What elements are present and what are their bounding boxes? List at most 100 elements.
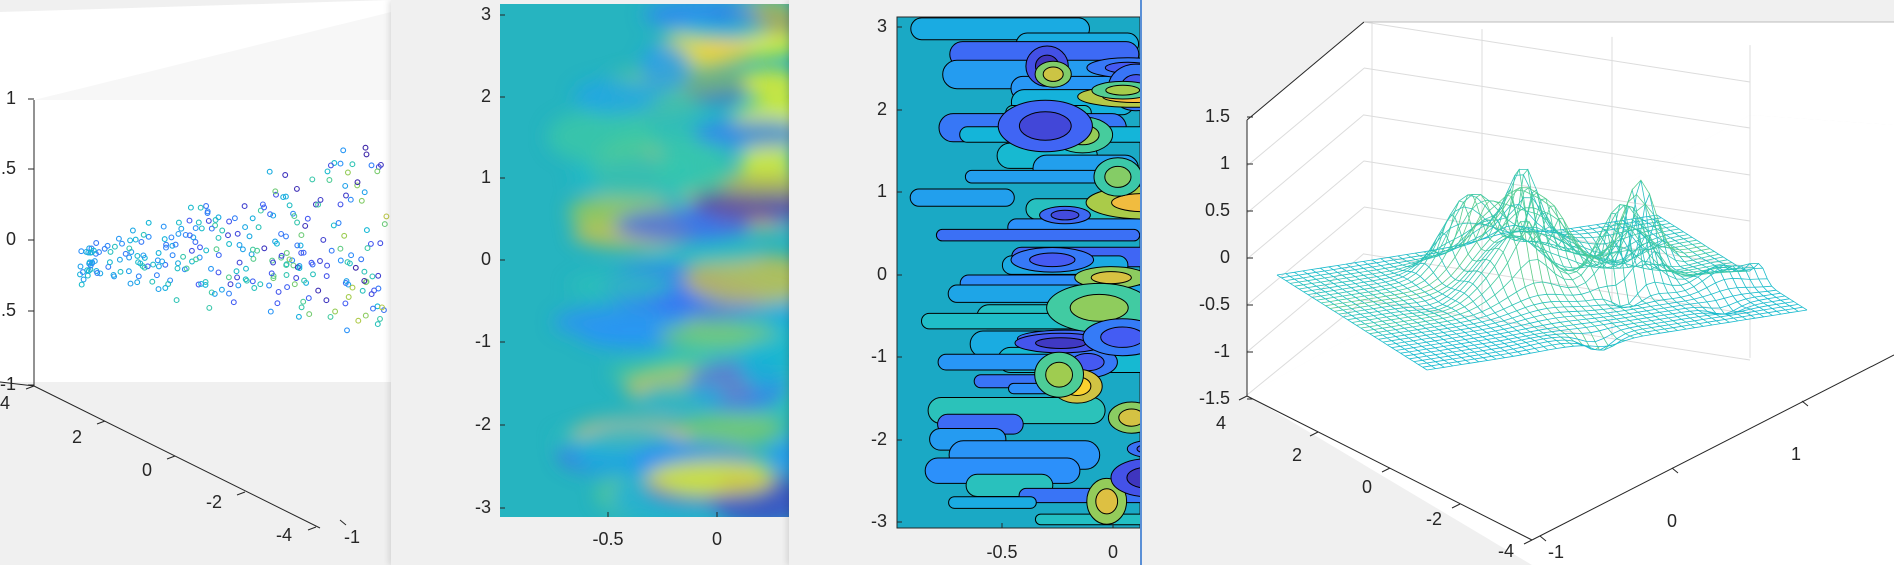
scatter3-point: [345, 294, 352, 300]
mesh-z-tick-label: -1.5: [1199, 388, 1230, 408]
scatter3-y-tick: [25, 385, 35, 390]
contour-y-tick-label: 1: [877, 181, 887, 201]
scatter3-point: [362, 312, 369, 319]
scatter3-point: [381, 221, 388, 228]
scatter3-point: [165, 281, 172, 287]
scatter3-point: [161, 236, 168, 243]
scatter3-point: [145, 219, 152, 226]
scatter3-point: [125, 268, 132, 275]
scatter3-point: [270, 259, 277, 266]
scatter3-point: [300, 249, 307, 256]
scatter3-point: [267, 211, 274, 218]
image-patch: [743, 68, 789, 101]
scatter3-point: [320, 236, 327, 243]
scatter3-point: [346, 260, 353, 267]
scatter3-point: [327, 313, 334, 320]
scatter3-point: [111, 273, 118, 280]
mesh-wireframe: [1276, 168, 1808, 371]
scatter3-y-tick: [307, 526, 317, 531]
image-y-tick-label: 0: [481, 249, 491, 269]
scatter3-point: [294, 219, 301, 226]
scatter3-point: [289, 257, 296, 264]
scatter3-point: [89, 259, 96, 266]
image-patch: [547, 109, 656, 164]
mesh-line: [1299, 197, 1680, 290]
contour-region: [1045, 361, 1074, 388]
scatter3-point: [294, 242, 301, 249]
mesh-x-axis: [1531, 354, 1894, 541]
contour-region: [1111, 193, 1140, 213]
mesh-gridline: [1246, 114, 1365, 214]
scatter3-point: [250, 255, 257, 262]
scatter3-point: [249, 215, 256, 222]
scatter3-point: [169, 252, 176, 259]
scatter3-point: [300, 298, 307, 305]
scatter3-point: [155, 263, 162, 270]
scatter3-point: [342, 182, 349, 189]
mesh-gridline: [1246, 299, 1365, 396]
image-patch: [568, 273, 676, 298]
scatter3-point: [282, 193, 289, 200]
image-x-tick-label: -0.5: [592, 529, 623, 549]
scatter3-point: [315, 201, 322, 208]
scatter3-point: [195, 219, 202, 226]
scatter3-point: [134, 252, 141, 259]
scatter3-point: [312, 201, 319, 208]
scatter3-point: [298, 232, 305, 239]
mesh-gridline: [1363, 114, 1751, 176]
mesh-line: [1325, 189, 1706, 307]
scatter3-point: [159, 258, 166, 265]
image-patch: [693, 118, 789, 149]
contour-y-tick-label: 2: [877, 99, 887, 119]
scatter3-z-tick-label: .5: [1, 300, 16, 320]
contour-region: [909, 188, 1015, 207]
scatter3-point: [88, 249, 95, 256]
scatter3-point: [283, 272, 290, 278]
scatter3-point: [337, 257, 344, 264]
scatter3-point: [235, 282, 242, 289]
scatter3-point: [173, 297, 180, 304]
contour-y-tick-label: -2: [871, 429, 887, 449]
scatter3-point: [127, 280, 134, 287]
scatter3-point: [330, 222, 337, 229]
scatter3-point: [183, 265, 190, 272]
scatter3-y-axis: [33, 385, 321, 529]
contour-y-tick-label: -3: [871, 511, 887, 531]
image-patch: [642, 244, 763, 265]
mesh-line: [1418, 304, 1799, 365]
scatter3-point: [251, 285, 258, 291]
mesh-line: [1276, 214, 1658, 276]
scatter3-point: [323, 273, 330, 280]
mesh-panel: 1.5 1 0.5 0 -0.5 -1 -1.5 4 2 0 -2 -4 -1 0 1: [1142, 0, 1894, 565]
mesh-line: [1351, 228, 1733, 323]
mesh-line: [1334, 203, 1715, 312]
mesh-x-tick-label: 0: [1667, 511, 1677, 531]
scatter3-point: [134, 279, 141, 286]
scatter3-point: [324, 262, 331, 269]
scatter3-point: [358, 197, 365, 204]
contour-region: [1090, 271, 1132, 285]
scatter3-point: [343, 278, 350, 285]
scatter3-point: [359, 287, 366, 294]
image-y-tick-label: -1: [475, 331, 491, 351]
image-patch: [683, 254, 789, 305]
scatter3-point: [297, 242, 304, 249]
mesh-gridline: [1363, 67, 1751, 129]
scatter3-point: [145, 233, 152, 240]
scatter3-point: [243, 265, 249, 272]
mesh-gridline: [1363, 299, 1751, 361]
scatter3-point: [208, 265, 214, 272]
scatter3-point: [257, 207, 264, 214]
scatter3-point: [343, 192, 349, 199]
scatter3-axes-box: [0, 0, 391, 529]
scatter3-point: [225, 232, 231, 239]
mesh-line: [1426, 309, 1808, 371]
contour-y-tick-label: 0: [877, 264, 887, 284]
scatter3-point: [96, 249, 102, 256]
scatter3-point: [132, 236, 139, 243]
scatter3-point: [306, 311, 313, 318]
mesh-z-tick-label: 0: [1220, 247, 1230, 267]
scatter3-point: [80, 276, 87, 283]
contour-regions: [909, 17, 1140, 526]
image-y-tick-label: -3: [475, 497, 491, 517]
